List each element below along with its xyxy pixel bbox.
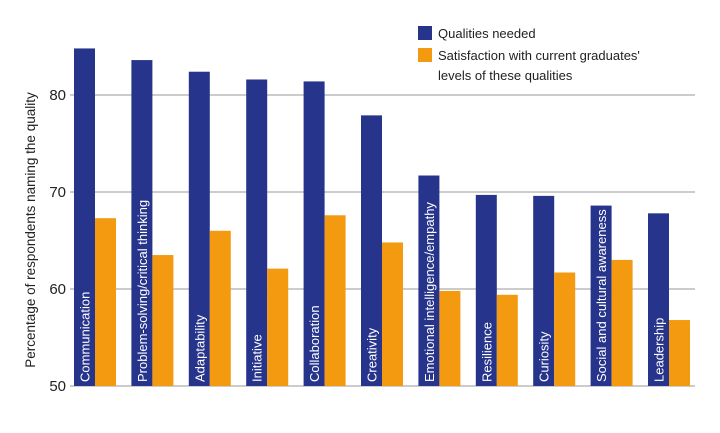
y-axis-label: Percentage of respondents naming the qua… [23, 92, 38, 368]
bar-satisfaction [382, 242, 403, 386]
bar-qualities-needed [418, 175, 440, 386]
category-label: Adaptability [192, 314, 207, 382]
bar-satisfaction [496, 294, 518, 386]
bar-qualities-needed [361, 115, 382, 387]
category-label: Initiative [250, 334, 265, 382]
bar-qualities-needed [533, 195, 555, 386]
bar-satisfaction [267, 268, 289, 386]
category-label: Problem-solving/critical thinking [135, 200, 150, 382]
bar-satisfaction [611, 259, 633, 386]
bar-qualities-needed [303, 81, 325, 387]
legend-label-qualities-needed: Qualities needed [438, 26, 536, 41]
bars [74, 48, 690, 387]
y-tick-label: 50 [49, 378, 66, 395]
category-label: Resilience [479, 322, 494, 382]
bar-satisfaction [439, 290, 461, 386]
y-tick-label: 80 [49, 87, 66, 104]
bar-satisfaction [554, 272, 576, 386]
bar-qualities-needed [131, 60, 153, 386]
category-label: Creativity [365, 327, 380, 382]
legend-swatch-qualities-needed [418, 26, 432, 40]
category-label: Social and cultural awareness [594, 209, 609, 382]
category-label: Emotional intelligence/empathy [422, 202, 437, 382]
category-label: Leadership [652, 318, 667, 382]
legend: Qualities needed Satisfaction with curre… [418, 26, 640, 83]
legend-label-satisfaction-line2: levels of these qualities [438, 68, 573, 83]
y-tick-label: 60 [49, 281, 66, 298]
bar-qualities-needed [648, 213, 669, 386]
bar-qualities-needed [246, 79, 268, 386]
legend-swatch-satisfaction [418, 48, 432, 62]
category-label: Communication [78, 292, 93, 382]
category-label: Collaboration [307, 305, 322, 382]
bar-qualities-needed [188, 71, 210, 386]
legend-label-satisfaction: Satisfaction with current graduates' [438, 48, 640, 63]
y-axis-ticks: 50 60 70 80 [49, 87, 66, 395]
bar-qualities-needed [475, 194, 497, 386]
category-label: Curiosity [537, 331, 552, 382]
bar-satisfaction [152, 255, 174, 386]
category-labels: Communication Problem-solving/critical th… [78, 200, 667, 382]
bar-satisfaction [324, 215, 346, 386]
bar-satisfaction [669, 320, 690, 386]
bar-satisfaction [209, 230, 231, 386]
y-tick-label: 70 [49, 184, 66, 201]
bar-qualities-needed [74, 48, 95, 386]
bar-satisfaction [95, 218, 116, 386]
bar-qualities-needed [590, 205, 612, 386]
